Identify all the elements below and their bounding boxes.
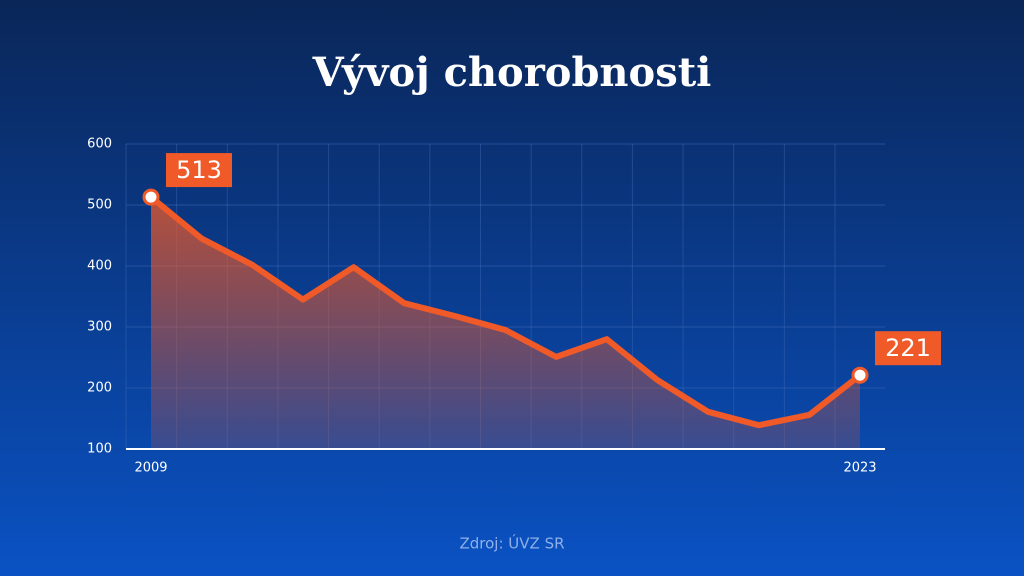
x-tick-label: 2009: [134, 461, 167, 476]
source: Zdroj: ÚVZ SR: [459, 534, 564, 553]
value-label: 513: [176, 156, 222, 184]
line: [149, 194, 862, 429]
value-label-box: [875, 331, 941, 366]
x-tick-label: 2023: [843, 461, 876, 476]
y-tick-label: 100: [87, 442, 112, 457]
chart-title: Vývoj chorobnosti: [312, 49, 712, 96]
value-label: 221: [885, 334, 931, 362]
end-marker: [142, 188, 160, 206]
area: [151, 197, 860, 449]
y-tick-label: 200: [87, 381, 112, 396]
y-tick-label: 600: [87, 137, 112, 152]
y-tick-label: 400: [87, 259, 112, 274]
y-tick-label: 300: [87, 320, 112, 335]
y-tick-label: 500: [87, 198, 112, 213]
value-label-box: [166, 153, 232, 188]
end-marker: [851, 366, 869, 384]
